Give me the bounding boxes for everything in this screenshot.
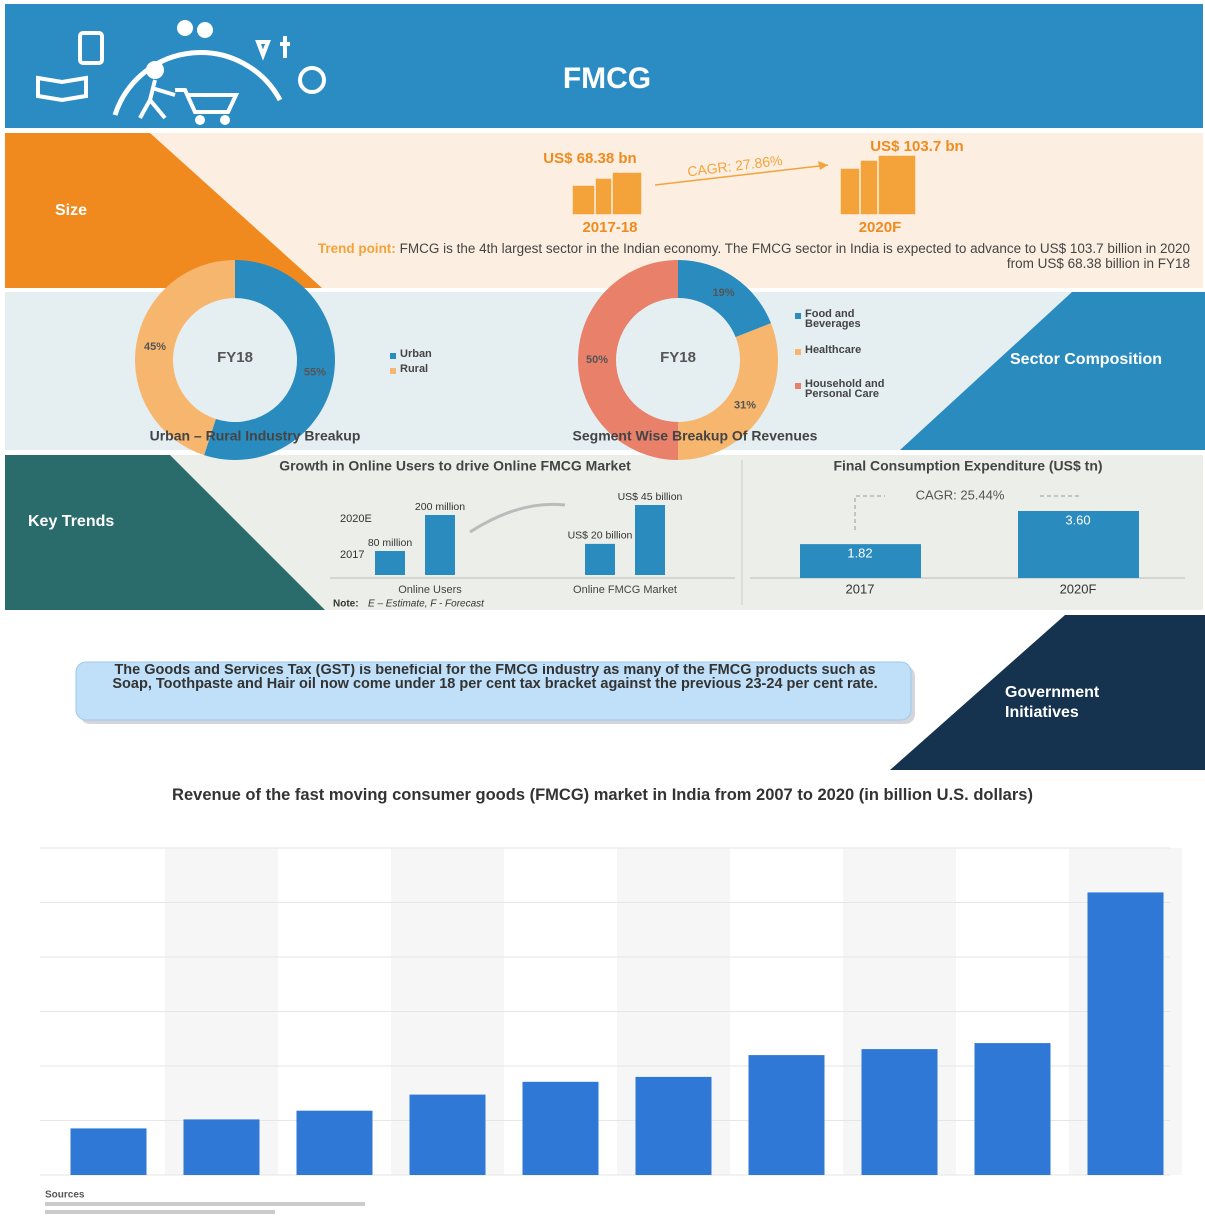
size-period: 2017-18 xyxy=(582,219,637,236)
segment-label: 50% xyxy=(586,354,608,366)
online-title: Growth in Online Users to drive Online F… xyxy=(279,458,631,474)
gov-text: The Goods and Services Tax (GST) is bene… xyxy=(100,664,890,691)
segment-label: 31% xyxy=(734,399,756,411)
header-title: FMCG xyxy=(563,62,651,95)
legend-label-box: Household and Personal Care xyxy=(805,379,900,419)
bar xyxy=(862,1049,938,1175)
legend-label: Rural xyxy=(400,364,480,374)
infographic: FMCG Size CAGR: 27.86% US$ 68.38 bn 2017… xyxy=(0,0,1205,1220)
source-line-placeholder xyxy=(45,1202,365,1206)
donut-title: Segment Wise Breakup Of Revenues xyxy=(573,428,818,444)
bar xyxy=(375,551,405,575)
donut-center-label: FY18 xyxy=(217,349,253,366)
legend-swatch xyxy=(795,349,801,355)
note-label: Note: xyxy=(333,599,359,610)
bar xyxy=(585,544,615,575)
legend-swatch xyxy=(795,383,801,389)
group-label: Online Users xyxy=(398,584,462,596)
bar xyxy=(635,505,665,575)
legend-swatch xyxy=(390,353,396,359)
size-label: Size xyxy=(55,202,87,219)
bar xyxy=(975,1043,1051,1175)
donut-title: Urban – Rural Industry Breakup xyxy=(150,428,361,444)
bar xyxy=(1088,892,1164,1175)
size-period: 2020F xyxy=(859,219,902,236)
bar xyxy=(425,515,455,575)
gov-label-box: Government Initiatives xyxy=(1005,683,1185,727)
trend-text: FMCG is the 4th largest sector in the In… xyxy=(400,241,1190,271)
value-label: US$ 20 billion xyxy=(568,530,633,542)
bar xyxy=(71,1128,147,1175)
trend-point: Trend point: xyxy=(318,241,396,256)
legend-label: Household and Personal Care xyxy=(805,379,900,399)
size-value: US$ 68.38 bn xyxy=(543,150,636,167)
expenditure-title: Final Consumption Expenditure (US$ tn) xyxy=(833,458,1102,474)
source-label: Sources xyxy=(45,1190,85,1201)
segment-label: 19% xyxy=(713,287,735,299)
bar xyxy=(523,1082,599,1175)
trends-label: Key Trends xyxy=(28,512,118,532)
legend-label-box: Food and Beverages xyxy=(805,309,900,349)
sector-label-box: Sector Composition xyxy=(1010,350,1190,400)
value-label: 200 million xyxy=(415,501,465,513)
gov-label: Government Initiatives xyxy=(1005,683,1175,723)
gov-text-box: The Goods and Services Tax (GST) is bene… xyxy=(100,664,890,720)
bar xyxy=(749,1055,825,1175)
legend-label: Healthcare xyxy=(805,345,900,355)
sector-label: Sector Composition xyxy=(1010,350,1185,370)
x-tick-label: 2020F xyxy=(1060,581,1097,596)
bar xyxy=(297,1111,373,1175)
size-value: US$ 103.7 bn xyxy=(870,138,963,155)
page: FMCG Size CAGR: 27.86% US$ 68.38 bn 2017… xyxy=(0,0,1205,1220)
segment-label: 55% xyxy=(304,367,326,379)
trends-label-box: Key Trends xyxy=(28,512,128,556)
legend-label: Food and Beverages xyxy=(805,309,900,329)
legend-label-box: Rural xyxy=(400,364,480,404)
revenue-title: Revenue of the fast moving consumer good… xyxy=(100,785,1105,806)
bar xyxy=(184,1119,260,1175)
x-tick-label: 2017 xyxy=(846,581,875,596)
trend-box: Trend point: FMCG is the 4th largest sec… xyxy=(310,241,1190,281)
period-label: 2017 xyxy=(340,549,364,561)
source-line-placeholder xyxy=(45,1210,275,1214)
bar xyxy=(636,1077,712,1175)
note: E – Estimate, F - Forecast xyxy=(368,599,485,610)
trend-text-block: Trend point: FMCG is the 4th largest sec… xyxy=(310,241,1190,271)
bar xyxy=(410,1095,486,1175)
cagr-label: CAGR: 25.44% xyxy=(916,487,1005,502)
period-label: 2020E xyxy=(340,513,372,525)
value-label: 80 million xyxy=(368,537,413,549)
revenue-title-box: Revenue of the fast moving consumer good… xyxy=(100,785,1105,829)
donut-center-label: FY18 xyxy=(660,349,696,366)
legend-swatch xyxy=(795,313,801,319)
segment-label: 45% xyxy=(144,341,166,353)
legend-swatch xyxy=(390,368,396,374)
group-label: Online FMCG Market xyxy=(573,584,677,596)
value-label: 1.82 xyxy=(847,546,872,561)
legend-label: Urban xyxy=(400,349,480,359)
value-label: US$ 45 billion xyxy=(618,491,683,503)
value-label: 3.60 xyxy=(1065,512,1090,527)
